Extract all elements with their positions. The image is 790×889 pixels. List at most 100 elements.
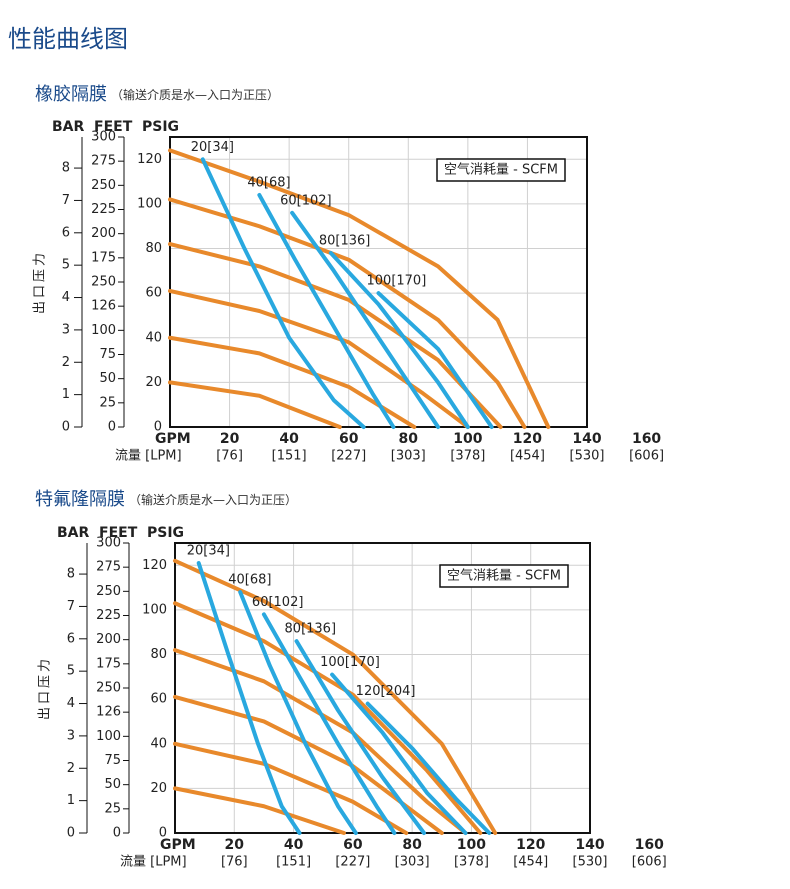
y-tick-label: 40 [150,736,167,751]
legend-box [436,158,566,182]
axis-title: PSIG [147,525,184,541]
bar-tick-label: 5 [67,664,75,679]
axis-title: 出口压力 [38,656,53,720]
curve-label: 20[34] [191,140,234,155]
chart-subtitle: （输送介质是水—入口为正压） [111,87,279,102]
x2-tick-label: [76] [221,855,248,870]
y-tick-label: 120 [137,152,162,167]
bar-tick-label: 7 [62,193,70,208]
bar-tick-label: 4 [67,696,75,711]
curve [168,197,527,429]
x-tick-label: 120 [513,431,542,447]
feet-tick-label: 250 [91,178,116,193]
chart-subtitle: （输送介质是水—入口为正压） [129,492,297,507]
curve [238,590,358,835]
plot-frame [174,542,591,834]
curve-label: 60[102] [252,595,304,610]
curve-label: 40[68] [228,573,271,588]
feet-tick-label: 126 [96,705,121,720]
y-tick-label: 40 [145,330,162,345]
feet-tick-label: 275 [96,560,121,575]
legend-title: 空气消耗量 - SCFM [444,162,558,178]
y-tick-label: 20 [145,375,162,390]
axis-title: FEET [94,119,133,135]
curve-label: 100[170] [367,274,427,289]
feet-tick-label: 275 [91,154,116,169]
bar-tick-label: 5 [62,258,70,273]
feet-tick-label: 100 [96,729,121,744]
curve [330,672,468,835]
chart-title: 橡胶隔膜 [35,84,107,105]
x-tick-label: 20 [225,837,245,853]
feet-tick-label: 250 [96,584,121,599]
feet-tick-label: 50 [99,371,116,386]
curve-label: 20[34] [187,544,230,559]
chart-title: 特氟隆隔膜 （输送介质是水—入口为正压） [35,489,297,510]
x-tick-label: 20 [220,431,240,447]
curve [173,741,409,835]
y-tick-label: 80 [150,647,167,662]
chart-title: 特氟隆隔膜 [35,489,125,510]
x2-tick-label: [606] [632,855,667,870]
x2-tick-label: [530] [570,449,605,464]
x-tick-label: 60 [339,431,359,447]
axis-title: BAR [52,119,85,135]
x2-tick-label: [151] [272,449,307,464]
feet-tick-label: 126 [91,299,116,314]
curve [173,558,498,835]
bar-tick-label: 2 [67,761,75,776]
x2-tick-label: [76] [216,449,243,464]
x2-tick-label: [151] [276,855,311,870]
x2-tick-label: [303] [395,855,430,870]
x-tick-label: 120 [516,837,545,853]
curve [168,288,470,429]
x-tick-label: 60 [343,837,363,853]
feet-tick-label: 0 [113,826,121,841]
y-tick-label: 0 [154,420,162,435]
bar-tick-label: 4 [62,290,70,305]
feet-tick-label: 25 [99,395,116,410]
curve-label: 40[68] [247,176,290,191]
feet-tick-label: 250 [96,681,121,696]
curve [376,291,494,429]
feet-tick-label: 25 [104,801,121,816]
legend-box [439,564,569,588]
x2-tick-label: [378] [450,449,485,464]
y-tick-label: 0 [159,826,167,841]
bar-tick-label: 0 [67,826,75,841]
chart-title: 橡胶隔膜 （输送介质是水—入口为正压） [35,84,279,105]
y-tick-label: 60 [150,692,167,707]
plot-frame [169,136,588,428]
bar-tick-label: 7 [67,599,75,614]
bar-tick-label: 1 [62,387,70,402]
curve-label: 80[136] [285,622,337,637]
feet-tick-label: 250 [91,275,116,290]
axis-title: BAR [57,525,90,541]
feet-tick-label: 175 [91,250,116,265]
axis-title: GPM [155,431,191,447]
feet-tick-label: 175 [96,656,121,671]
bar-tick-label: 6 [62,225,70,240]
curve [200,157,366,429]
x2-tick-label: [454] [510,449,545,464]
axis-title: FEET [99,525,138,541]
feet-tick-label: 300 [91,130,116,145]
bar-tick-label: 8 [67,567,75,582]
y-tick-label: 100 [142,602,167,617]
x-tick-label: 80 [402,837,422,853]
bar-tick-label: 0 [62,420,70,435]
page-title: 性能曲线图 [8,25,128,53]
bar-tick-label: 2 [62,355,70,370]
x-tick-label: 40 [284,837,304,853]
x-tick-label: 140 [575,837,604,853]
x2-tick-label: [606] [629,449,664,464]
bar-tick-label: 6 [67,631,75,646]
curve [290,210,441,429]
curve [173,786,346,835]
feet-tick-label: 225 [91,202,116,217]
y-tick-label: 60 [145,286,162,301]
feet-tick-label: 200 [91,226,116,241]
x2-tick-label: [303] [391,449,426,464]
curve-label: 60[102] [280,193,332,208]
